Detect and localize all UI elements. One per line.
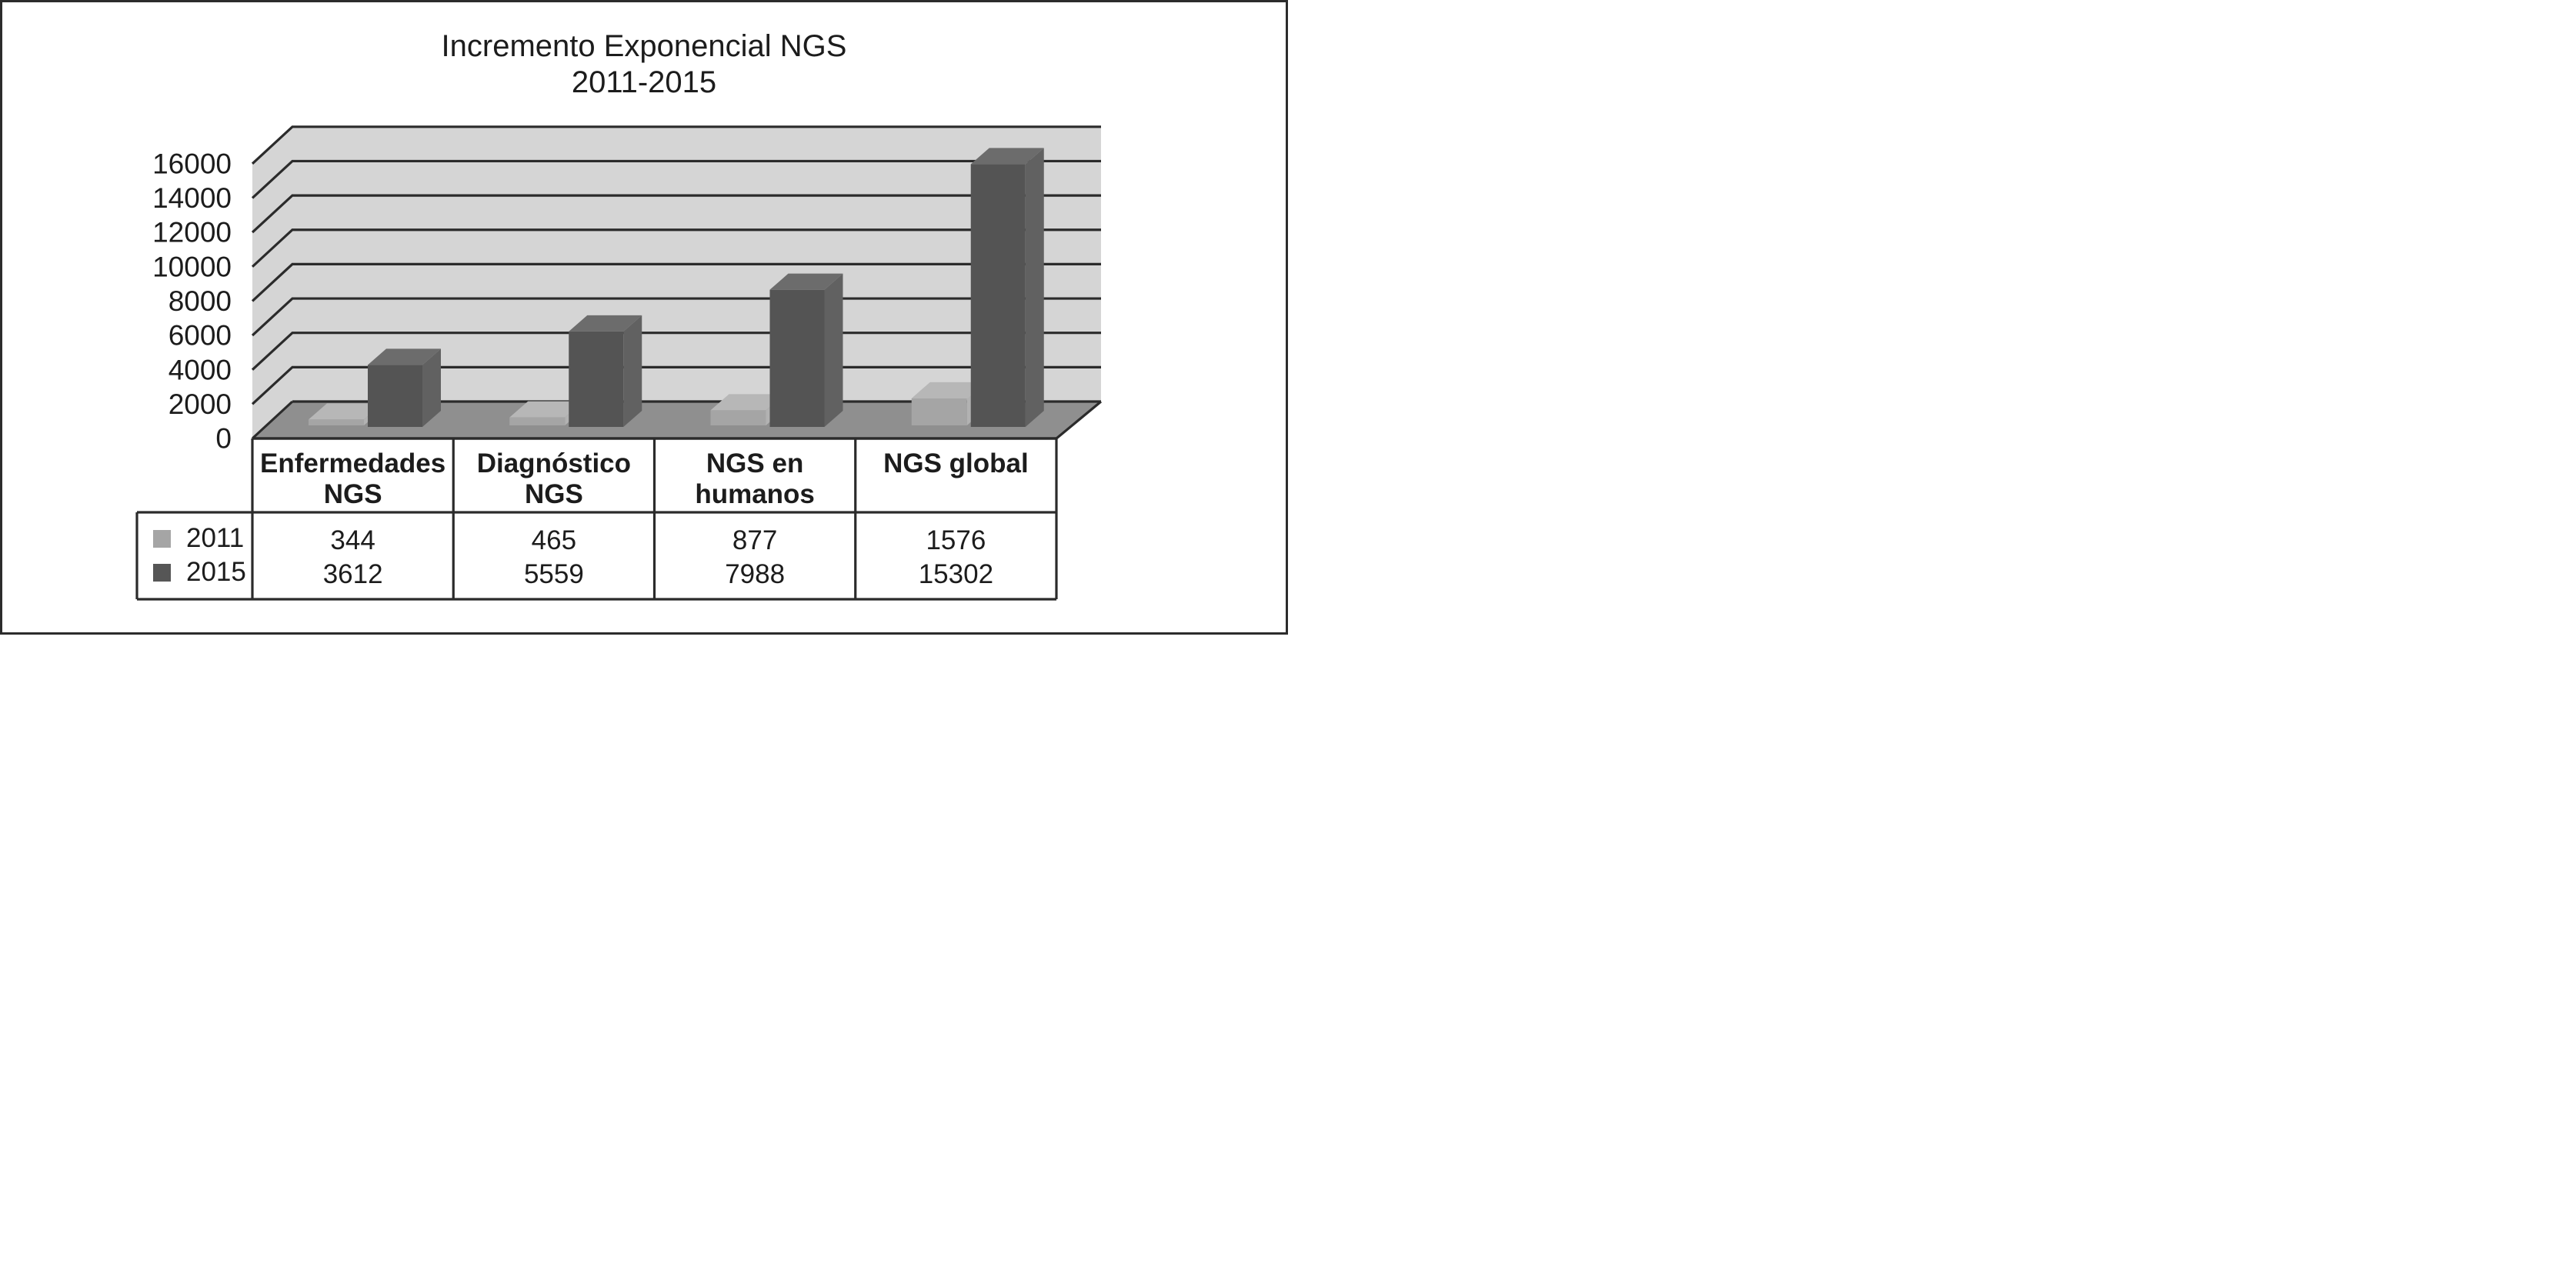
bar-top-face — [569, 315, 642, 332]
gridline — [251, 125, 1101, 165]
bar-top-face — [368, 348, 441, 365]
bar-top-face — [509, 401, 584, 418]
chart-subtitle: 2011-2015 — [571, 65, 717, 99]
y-axis-tick-label: 12000 — [152, 217, 232, 248]
bar-top-face — [710, 394, 785, 411]
bar-front-face — [509, 417, 566, 425]
chart-wall — [252, 126, 1101, 439]
bar-front-face — [569, 331, 624, 427]
bar-side-face — [1025, 148, 1044, 427]
chart-floor — [252, 402, 1101, 438]
y-axis-tick-label: 14000 — [152, 182, 232, 214]
bar-top-face — [769, 273, 843, 290]
floor-left-edge — [251, 400, 294, 440]
y-axis-tick-label: 10000 — [152, 251, 232, 282]
gridline — [251, 262, 1101, 302]
chart-title: Incremento Exponencial NGS — [441, 29, 847, 63]
bar-front-face — [368, 365, 422, 427]
y-axis-tick-label: 4000 — [169, 354, 232, 385]
floor-right-edge — [1055, 400, 1103, 440]
bar-front-face — [309, 419, 364, 425]
bar-side-face — [824, 273, 843, 427]
gridline — [251, 194, 1101, 234]
y-axis-tick-label: 0 — [215, 423, 232, 455]
bar-top-face — [309, 403, 382, 420]
y-axis-tick-label: 8000 — [169, 285, 232, 317]
gridline — [251, 159, 1101, 199]
bar-top-face — [911, 382, 986, 398]
chart-figure: Incremento Exponencial NGS 2011-2015 0 20… — [0, 0, 1288, 635]
bar-side-face — [422, 348, 441, 427]
bar-front-face — [710, 410, 766, 425]
bar-front-face — [769, 289, 825, 427]
gridline — [251, 228, 1101, 268]
y-axis-tick-label: 16000 — [152, 148, 232, 179]
bar-front-face — [911, 398, 967, 425]
bar-top-face — [970, 148, 1044, 165]
bar-side-face — [623, 315, 642, 427]
y-axis-tick-label: 2000 — [169, 388, 232, 420]
y-axis-tick-label: 6000 — [169, 320, 232, 352]
bar-front-face — [970, 164, 1026, 427]
chart-title-block: Incremento Exponencial NGS 2011-2015 — [2, 28, 1286, 101]
